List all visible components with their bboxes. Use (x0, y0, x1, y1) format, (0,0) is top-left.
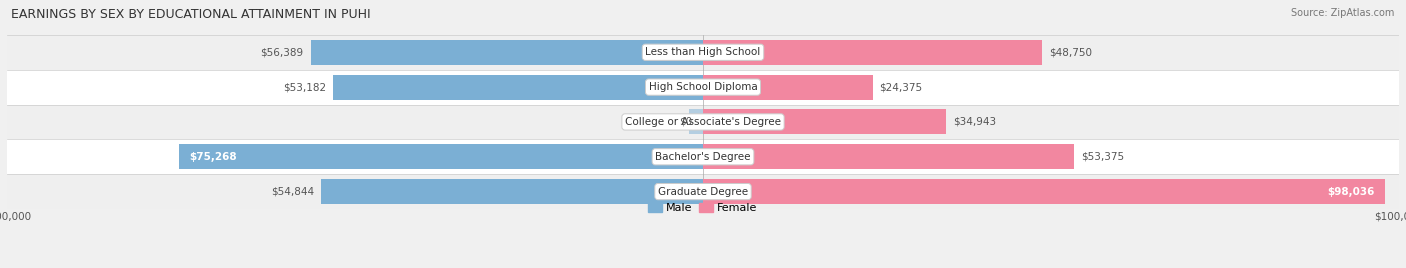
Text: $34,943: $34,943 (953, 117, 997, 127)
Bar (333, 75, 703, 100)
Text: $98,036: $98,036 (1327, 187, 1375, 197)
FancyBboxPatch shape (0, 105, 1406, 139)
FancyBboxPatch shape (0, 174, 1406, 209)
Text: $54,844: $54,844 (271, 187, 315, 197)
Bar (322, 179, 703, 204)
Text: College or Associate's Degree: College or Associate's Degree (626, 117, 780, 127)
Text: $53,375: $53,375 (1081, 152, 1125, 162)
FancyBboxPatch shape (0, 35, 1406, 70)
Text: $24,375: $24,375 (880, 82, 922, 92)
FancyBboxPatch shape (0, 70, 1406, 105)
Bar (689, 109, 703, 135)
Text: $0: $0 (679, 117, 693, 127)
Text: $48,750: $48,750 (1049, 47, 1092, 57)
Bar (703, 179, 1385, 204)
Bar (311, 40, 703, 65)
Text: Graduate Degree: Graduate Degree (658, 187, 748, 197)
Bar (703, 109, 946, 135)
Text: $56,389: $56,389 (260, 47, 304, 57)
Bar (703, 40, 1042, 65)
Text: $75,268: $75,268 (190, 152, 238, 162)
Text: High School Diploma: High School Diploma (648, 82, 758, 92)
Text: Source: ZipAtlas.com: Source: ZipAtlas.com (1291, 8, 1395, 18)
Text: $53,182: $53,182 (283, 82, 326, 92)
Bar (179, 144, 703, 169)
Text: EARNINGS BY SEX BY EDUCATIONAL ATTAINMENT IN PUHI: EARNINGS BY SEX BY EDUCATIONAL ATTAINMEN… (11, 8, 371, 21)
FancyBboxPatch shape (0, 139, 1406, 174)
Text: Bachelor's Degree: Bachelor's Degree (655, 152, 751, 162)
Legend: Male, Female: Male, Female (644, 198, 762, 217)
Text: Less than High School: Less than High School (645, 47, 761, 57)
Bar (703, 75, 873, 100)
Bar (703, 144, 1074, 169)
